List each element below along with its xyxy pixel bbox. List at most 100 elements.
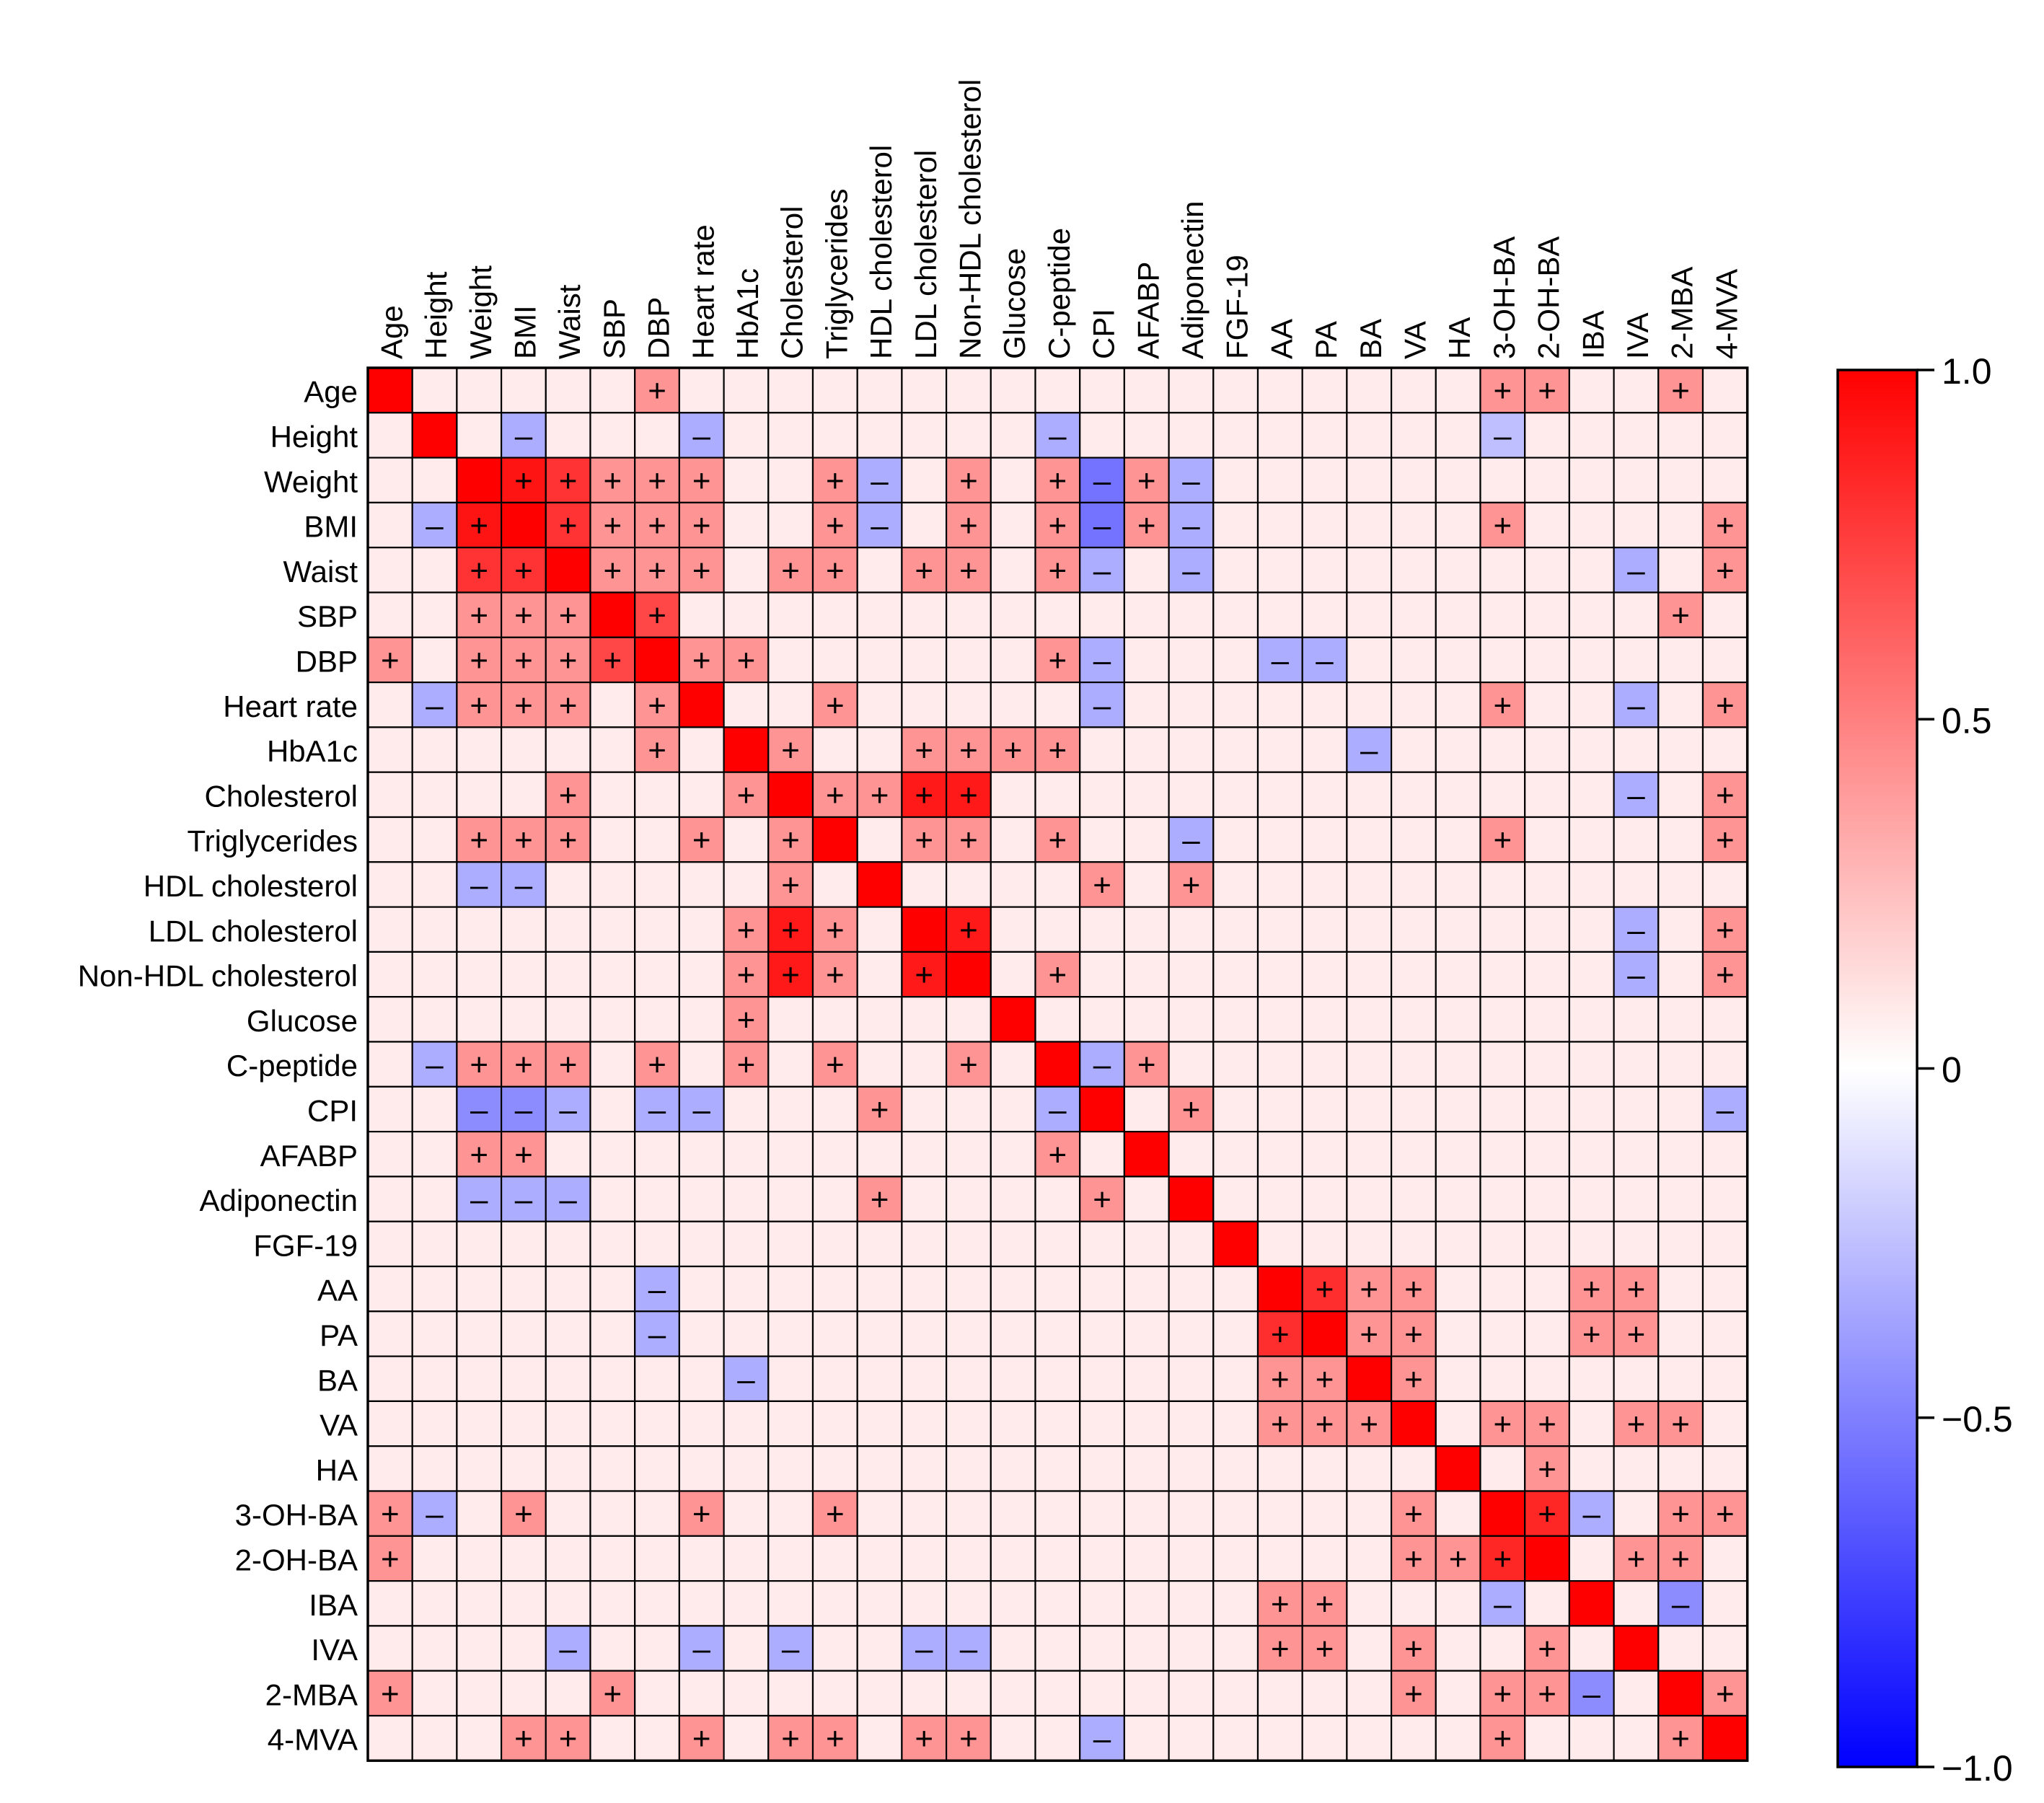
- cell-glucose-iba: [1568, 996, 1615, 1043]
- cell-3-oh-ba-iba: [1568, 1490, 1615, 1537]
- positive-marker: +: [1404, 1272, 1423, 1308]
- cell-4-mva-aa: [1256, 1714, 1303, 1762]
- significance-markers: + + + +– – – –+ + + + + + – + + – + –– + + + + + + – + + – + – + ++ + + + +…: [381, 374, 1735, 1757]
- cell-iba-iba: [1568, 1580, 1615, 1627]
- cell-age-ldl-cholesterol: [901, 366, 948, 414]
- cell-afabp-cpi: [1079, 1130, 1125, 1178]
- cell-sbp-aa: [1256, 591, 1303, 638]
- positive-marker: +: [915, 1722, 933, 1757]
- cell-aa-3-oh-ba: [1479, 1265, 1526, 1313]
- negative-marker: –: [1627, 912, 1645, 948]
- cell-waist-waist: [545, 547, 591, 594]
- positive-marker: +: [781, 868, 800, 903]
- cell-hba1c-iva: [1613, 726, 1660, 773]
- cell-3-oh-ba-dbp: [634, 1490, 681, 1537]
- positive-marker: +: [648, 374, 666, 409]
- cell-ha-adiponectin: [1168, 1445, 1215, 1492]
- cell-aa-fgf-19: [1212, 1265, 1259, 1313]
- cell-3-oh-ba-cholesterol: [767, 1490, 814, 1537]
- cell-age-cholesterol: [767, 366, 814, 414]
- column-label-c-peptide: C-peptide: [1042, 228, 1076, 359]
- cell-fgf-19-afabp: [1123, 1220, 1170, 1268]
- cell-ha-ba: [1346, 1445, 1393, 1492]
- cell-ha-hba1c: [723, 1445, 770, 1492]
- cell-hba1c-height: [411, 726, 458, 773]
- cell-fgf-19-ha: [1435, 1220, 1481, 1268]
- cell-ba-fgf-19: [1212, 1355, 1259, 1402]
- cell-age-triglycerides: [811, 366, 858, 414]
- positive-marker: +: [1493, 688, 1512, 723]
- negative-marker: –: [1316, 643, 1334, 678]
- cell-ldl-cholesterol-waist: [545, 906, 591, 953]
- cell-hdl-cholesterol-ldl-cholesterol: [901, 861, 948, 908]
- cell-iva-hba1c: [723, 1625, 770, 1672]
- cell-heart-rate-bmi: [500, 681, 547, 728]
- cell-height-afabp: [1123, 412, 1170, 459]
- cell-va-pa: [1301, 1400, 1348, 1447]
- negative-marker: –: [648, 1272, 666, 1308]
- positive-marker: +: [603, 508, 622, 544]
- positive-marker: +: [915, 777, 933, 813]
- cell-non-hdl-cholesterol-aa: [1256, 951, 1303, 998]
- cell-fgf-19-va: [1390, 1220, 1437, 1268]
- cell-sbp-dbp: [634, 591, 681, 638]
- cell-heart-rate-hdl-cholesterol: [856, 681, 903, 728]
- cell-dbp-waist: [545, 636, 591, 684]
- positive-marker: +: [1404, 1362, 1423, 1397]
- cell-pa-ha: [1435, 1310, 1481, 1357]
- cell-iva-triglycerides: [811, 1625, 858, 1672]
- cell-afabp-non-hdl-cholesterol: [945, 1130, 992, 1178]
- cell-bmi-height: [411, 501, 458, 549]
- cell-cholesterol-2-mba: [1657, 771, 1704, 819]
- cell-weight-adiponectin: [1168, 457, 1215, 503]
- cell-iba-c-peptide: [1034, 1580, 1081, 1627]
- column-label-fgf-19: FGF-19: [1220, 255, 1254, 359]
- cell-ha-afabp: [1123, 1445, 1170, 1492]
- cell-4-mva-iva: [1613, 1714, 1660, 1762]
- cell-sbp-ha: [1435, 591, 1481, 638]
- cell-hdl-cholesterol-iba: [1568, 861, 1615, 908]
- cell-glucose-c-peptide: [1034, 996, 1081, 1043]
- cell-afabp-pa: [1301, 1130, 1348, 1178]
- cell-pa-triglycerides: [811, 1310, 858, 1357]
- cell-hba1c-2-oh-ba: [1524, 726, 1570, 773]
- cell-dbp-adiponectin: [1168, 636, 1215, 684]
- cell-pa-hdl-cholesterol: [856, 1310, 903, 1357]
- positive-marker: +: [737, 777, 756, 813]
- cell-va-ha: [1435, 1400, 1481, 1447]
- positive-marker: +: [514, 553, 533, 588]
- column-label-triglycerides: Triglycerides: [819, 189, 853, 360]
- positive-marker: +: [1316, 1272, 1334, 1308]
- cell-2-mba-iva: [1613, 1670, 1660, 1717]
- cell-2-oh-ba-ba: [1346, 1535, 1393, 1582]
- cell-non-hdl-cholesterol-hdl-cholesterol: [856, 951, 903, 998]
- cell-waist-cholesterol: [767, 547, 814, 594]
- cell-c-peptide-3-oh-ba: [1479, 1041, 1526, 1088]
- positive-marker: +: [826, 1047, 845, 1083]
- cell-bmi-waist: [545, 501, 591, 549]
- cell-hdl-cholesterol-triglycerides: [811, 861, 858, 908]
- colorbar: 1.0 0.5 0 −0.5 −1.0: [1836, 351, 2013, 1789]
- cell-iva-glucose: [990, 1625, 1036, 1672]
- cell-2-mba-aa: [1256, 1670, 1303, 1717]
- cell-ha-height: [411, 1445, 458, 1492]
- cell-iba-aa: [1256, 1580, 1303, 1627]
- positive-marker: +: [1582, 1317, 1601, 1352]
- cell-sbp-cholesterol: [767, 591, 814, 638]
- cell-heart-rate-cholesterol: [767, 681, 814, 728]
- cell-glucose-pa: [1301, 996, 1348, 1043]
- cell-cholesterol-glucose: [990, 771, 1036, 819]
- cell-cpi-afabp: [1123, 1085, 1170, 1133]
- cell-ba-ldl-cholesterol: [901, 1355, 948, 1402]
- cell-afabp-ldl-cholesterol: [901, 1130, 948, 1178]
- positive-marker: +: [737, 643, 756, 678]
- cell-cpi-height: [411, 1085, 458, 1133]
- cell-triglycerides-waist: [545, 816, 591, 863]
- cell-iva-bmi: [500, 1625, 547, 1672]
- cell-waist-dbp: [634, 547, 681, 594]
- positive-marker: +: [559, 777, 578, 813]
- positive-marker: +: [1360, 1272, 1378, 1308]
- cell-height-glucose: [990, 412, 1036, 459]
- cell-cholesterol-iva: [1613, 771, 1660, 819]
- cell-age-age: [366, 366, 413, 414]
